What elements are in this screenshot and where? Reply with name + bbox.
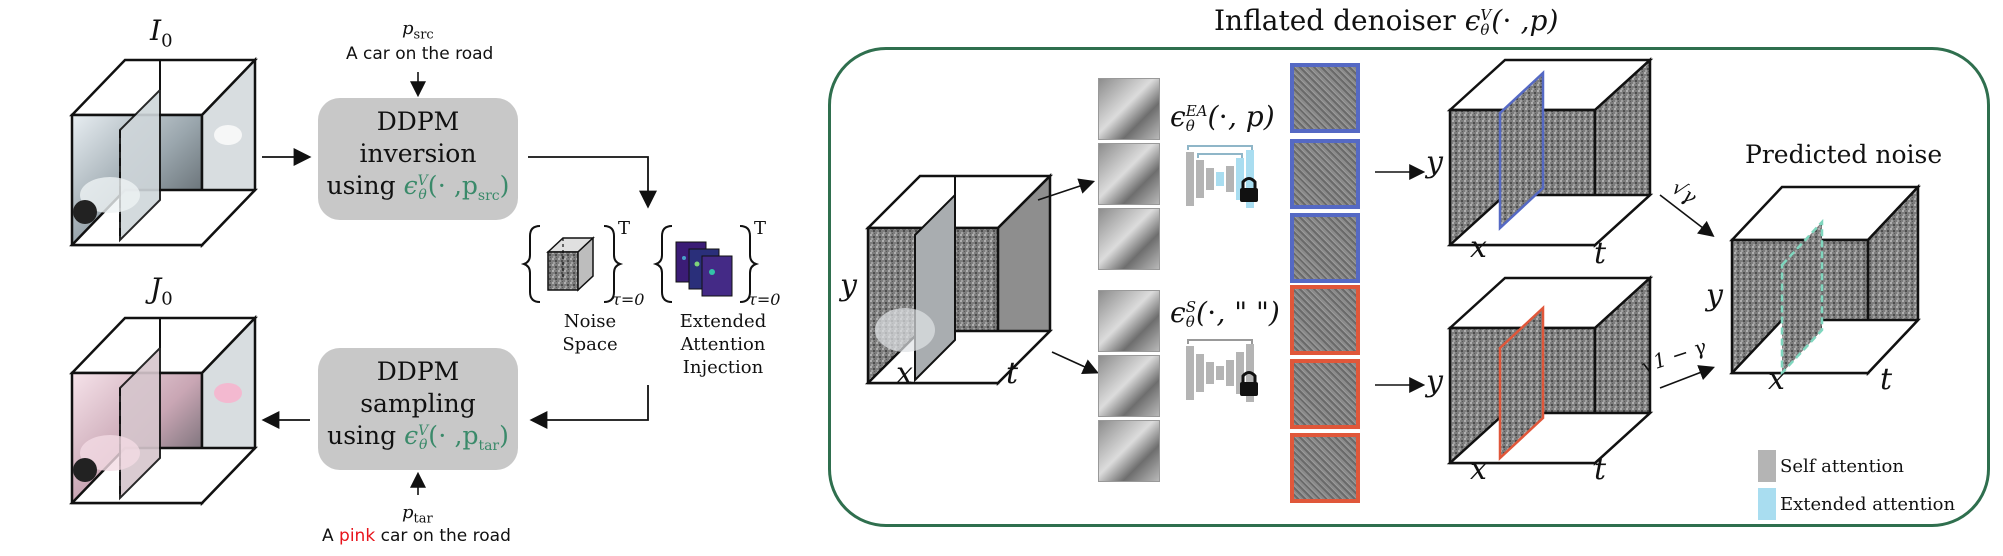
input-video-label: I0	[150, 14, 173, 52]
axis-x-input: x	[896, 356, 913, 391]
axis-t-pred: t	[1880, 362, 1893, 397]
legend-extended-attention-label: Extended attention	[1780, 494, 1956, 515]
predicted-noise-label: Predicted noise	[1745, 140, 1943, 169]
axis-x-s: x	[1470, 452, 1487, 487]
attention-set-sup: T	[754, 218, 767, 239]
axis-x-ea: x	[1470, 230, 1487, 265]
frame-thumb-1	[1098, 78, 1160, 140]
extended-attention-injection-label: Extended Attention Injection	[679, 311, 767, 378]
noise-space-set	[520, 225, 624, 303]
arrow-to-ea-frames	[1037, 178, 1096, 201]
frame-thumb-6	[1098, 420, 1160, 482]
noisy-latent-cube	[864, 172, 1054, 387]
arrow-to-noise-space	[528, 156, 657, 209]
legend-self-attention-label: Self attention	[1780, 456, 1904, 477]
axis-y-ea: y	[1426, 145, 1443, 180]
s-noise-2	[1290, 359, 1360, 429]
extended-attention-unet-label: ϵ EA θ (⋅, p)	[1170, 100, 1275, 135]
arrow-sqrt-one-minus-gamma	[1659, 365, 1715, 389]
attention-set-sub: τ=0	[748, 290, 781, 309]
arrow-to-sampling	[529, 385, 649, 429]
frame-thumb-5	[1098, 355, 1160, 417]
axis-t-ea: t	[1594, 236, 1607, 271]
s-noise-1	[1290, 285, 1360, 355]
ea-noise-1	[1290, 63, 1360, 133]
legend-self-attention-swatch	[1758, 450, 1776, 482]
ea-output-cube	[1446, 57, 1654, 248]
target-prompt: A pink car on the road	[322, 526, 511, 546]
ea-unet-icon	[1186, 145, 1258, 208]
noise-space-label: Noise Space	[562, 311, 618, 355]
p-src-symbol: psrc	[402, 18, 434, 43]
source-prompt: A car on the road	[346, 44, 494, 64]
output-video-label: J0	[150, 272, 173, 310]
input-video-cube	[69, 56, 258, 249]
predicted-noise-cube	[1729, 183, 1921, 377]
arrow-sqrt-gamma	[1659, 194, 1715, 237]
noise-set-sub: τ=0	[612, 290, 645, 309]
frame-thumb-2	[1098, 143, 1160, 205]
s-unet-icon	[1186, 339, 1258, 402]
p-tar-symbol: ptar	[402, 502, 433, 527]
axis-y-pred: y	[1706, 278, 1723, 313]
axis-t-input: t	[1006, 356, 1019, 391]
axis-y-input: y	[840, 268, 857, 303]
output-video-cube	[69, 314, 258, 507]
ea-noise-2	[1290, 139, 1360, 209]
axis-x-pred: x	[1768, 362, 1785, 397]
target-prompt-edit-word: pink	[339, 526, 376, 546]
legend-extended-attention-swatch	[1758, 488, 1776, 520]
attention-maps-set	[652, 225, 760, 303]
arrow-to-s-frames	[1051, 351, 1099, 374]
frame-thumb-4	[1098, 290, 1160, 352]
inversion-title: DDPM inversion	[359, 107, 477, 168]
s-noise-3	[1290, 433, 1360, 503]
sampling-title: DDPM sampling	[360, 357, 476, 418]
noise-set-sup: T	[618, 218, 631, 239]
s-output-cube	[1446, 275, 1654, 466]
frame-thumb-3	[1098, 208, 1160, 270]
ea-noise-3	[1290, 213, 1360, 283]
axis-y-s: y	[1426, 364, 1443, 399]
inflated-denoiser-frame	[828, 47, 1990, 527]
axis-t-s: t	[1594, 452, 1607, 487]
